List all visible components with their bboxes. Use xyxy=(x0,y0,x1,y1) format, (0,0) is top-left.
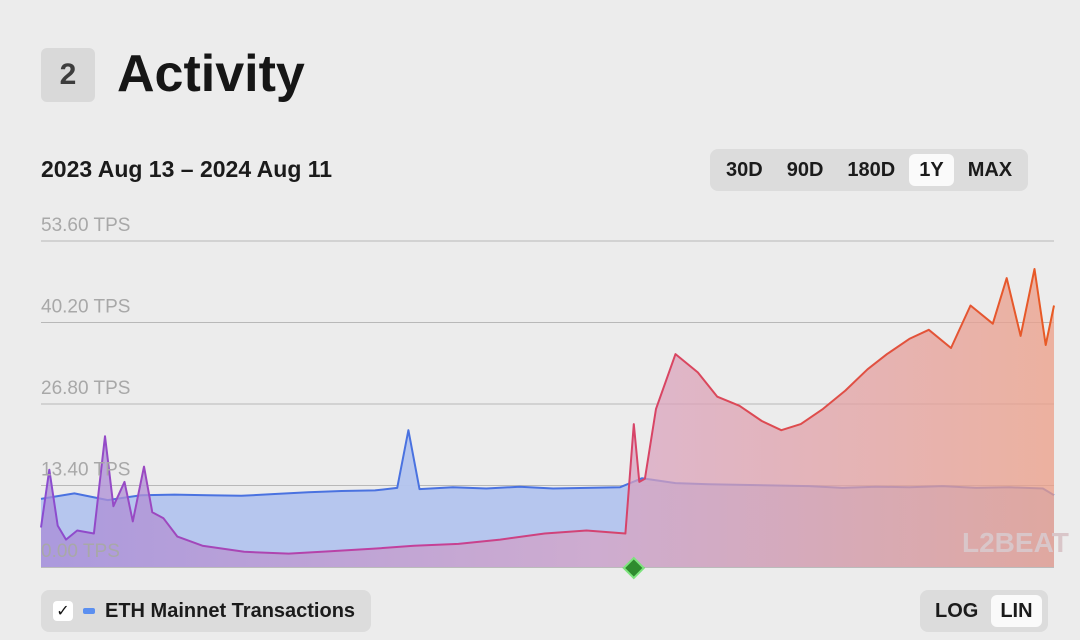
y-tick-label: 13.40 TPS xyxy=(41,460,130,481)
series-line-second xyxy=(40,268,1055,555)
range-button-max[interactable]: MAX xyxy=(958,154,1022,186)
scale-selector: LOG LIN xyxy=(920,590,1048,632)
y-tick-label: 40.20 TPS xyxy=(41,297,130,318)
range-button-90d[interactable]: 90D xyxy=(777,154,834,186)
legend-swatch xyxy=(83,608,95,614)
event-marker-icon[interactable] xyxy=(622,556,646,580)
section-number-badge: 2 xyxy=(41,48,95,102)
scale-button-lin[interactable]: LIN xyxy=(991,595,1042,627)
series-area-second xyxy=(41,269,1054,567)
page-title: Activity xyxy=(117,45,305,103)
y-tick-label: 0.00 TPS xyxy=(41,541,120,562)
date-range-label: 2023 Aug 13 – 2024 Aug 11 xyxy=(41,156,333,182)
l2beat-watermark: L2BEAT xyxy=(962,527,1069,558)
y-tick-label: 26.80 TPS xyxy=(41,378,130,399)
legend-checkbox[interactable]: ✓ xyxy=(53,601,73,621)
range-button-1y[interactable]: 1Y xyxy=(909,154,954,186)
time-range-selector: 30D 90D 180D 1Y MAX xyxy=(710,149,1029,191)
range-button-30d[interactable]: 30D xyxy=(716,154,773,186)
scale-button-log[interactable]: LOG xyxy=(926,595,987,627)
range-button-180d[interactable]: 180D xyxy=(837,154,905,186)
legend-toggle[interactable]: ✓ ETH Mainnet Transactions xyxy=(41,590,372,632)
y-tick-label: 53.60 TPS xyxy=(41,215,130,236)
legend-label: ETH Mainnet Transactions xyxy=(105,599,356,622)
